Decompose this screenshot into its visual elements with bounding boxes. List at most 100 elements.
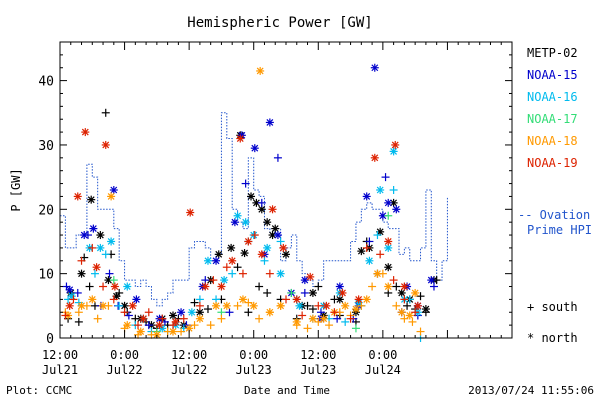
point-noaa-19-south [61, 311, 70, 320]
point-noaa-19-south [362, 243, 371, 252]
point-noaa-15-south [381, 173, 390, 182]
point-noaa-19-north [171, 317, 180, 326]
point-noaa-19-north [279, 243, 288, 252]
point-noaa-19-south [109, 295, 118, 304]
y-axis-label: P [GW] [9, 168, 23, 211]
point-noaa-18-north [256, 66, 265, 75]
point-noaa-15-north [230, 218, 239, 227]
point-metp-02-south [74, 317, 83, 326]
y-tick-label: 10 [38, 268, 54, 283]
point-noaa-19-north [306, 272, 315, 281]
point-noaa-16-north [203, 256, 212, 265]
point-noaa-19-south [69, 295, 78, 304]
point-noaa-18-south [392, 301, 401, 310]
point-noaa-15-south [105, 269, 114, 278]
point-metp-02-north [240, 249, 249, 258]
point-noaa-19-north [217, 282, 226, 291]
point-metp-02-north [308, 288, 317, 297]
point-noaa-19-north [292, 295, 301, 304]
x-tick-date-label: Jul22 [107, 363, 143, 377]
point-metp-02-north [257, 205, 266, 214]
point-noaa-16-south [115, 301, 124, 310]
point-metp-02-north [87, 195, 96, 204]
point-noaa-18-north [136, 327, 145, 336]
ovation-series [60, 112, 448, 307]
point-metp-02-south [255, 282, 264, 291]
point-noaa-16-north [295, 301, 304, 310]
point-noaa-18-north [384, 282, 393, 291]
legend-entry: NOAA-19 [527, 156, 578, 170]
point-noaa-18-north [411, 288, 420, 297]
point-noaa-19-south [265, 269, 274, 278]
point-noaa-19-north [384, 237, 393, 246]
point-noaa-19-south [222, 263, 231, 272]
x-axis: 12:00Jul210:00Jul2212:00Jul220:00Jul2312… [42, 42, 513, 377]
legend-north-marker: * north [527, 331, 578, 345]
point-noaa-15-north [370, 63, 379, 72]
point-noaa-18-north [249, 301, 258, 310]
point-noaa-16-north [389, 147, 398, 156]
point-noaa-18-north [212, 301, 221, 310]
point-noaa-15-north [384, 198, 393, 207]
point-noaa-19-south [77, 256, 86, 265]
point-noaa-18-north [292, 317, 301, 326]
point-noaa-16-north [220, 276, 229, 285]
point-metp-02-south [403, 301, 412, 310]
point-noaa-15-north [273, 231, 282, 240]
point-metp-02-south [263, 288, 272, 297]
point-metp-02-south [314, 282, 323, 291]
point-noaa-19-north [73, 192, 82, 201]
point-noaa-19-south [400, 295, 409, 304]
point-noaa-15-south [73, 288, 82, 297]
point-noaa-16-north [376, 186, 385, 194]
x-tick-time-label: 12:00 [171, 348, 207, 362]
point-noaa-19-north [128, 301, 137, 310]
point-noaa-18-north [405, 311, 414, 320]
point-noaa-19-north [370, 153, 379, 162]
footer-timestamp: 2013/07/24 11:55:06 [468, 384, 594, 397]
point-noaa-16-south [90, 269, 99, 278]
point-noaa-19-north [354, 295, 363, 304]
x-tick-date-label: Jul22 [171, 363, 207, 377]
point-noaa-18-north [169, 327, 177, 336]
point-noaa-15-south [300, 288, 309, 297]
point-noaa-16-south [389, 186, 398, 194]
point-noaa-15-south [273, 153, 282, 162]
point-noaa-18-south [74, 308, 83, 317]
y-axis: 0 10 20 30 40 [38, 41, 512, 347]
point-noaa-19-south [376, 250, 385, 259]
point-noaa-19-south [250, 231, 259, 240]
point-noaa-18-south [303, 324, 312, 333]
point-noaa-15-south [365, 237, 374, 246]
point-metp-02-north [247, 192, 256, 201]
x-tick-date-label: Jul24 [365, 363, 401, 377]
point-metp-02-north [271, 224, 280, 233]
point-noaa-18-south [177, 327, 186, 336]
point-noaa-19-north [244, 237, 253, 246]
point-noaa-19-north [110, 282, 119, 291]
x-tick-date-label: Jul23 [300, 363, 336, 377]
point-noaa-16-south [276, 237, 285, 246]
point-noaa-19-north [268, 205, 277, 214]
point-noaa-15-north [80, 231, 89, 240]
point-metp-02-north [268, 231, 277, 240]
point-noaa-18-north [222, 301, 231, 310]
point-noaa-18-north [308, 314, 317, 323]
point-noaa-15-north [427, 276, 436, 285]
point-noaa-19-south [282, 295, 290, 304]
legend-south-marker: + south [527, 300, 578, 314]
point-metp-02-south [392, 282, 401, 291]
point-noaa-18-south [206, 321, 215, 330]
point-noaa-15-north [177, 308, 186, 317]
plot-frame [59, 41, 513, 339]
point-noaa-18-north [123, 321, 132, 330]
point-noaa-19-north [391, 140, 400, 149]
point-noaa-19-north [65, 301, 74, 310]
legend-ovation-line2: Prime HPI [527, 223, 592, 237]
y-tick-label: 20 [38, 203, 54, 218]
point-noaa-18-north [238, 295, 247, 304]
point-metp-02-north [282, 250, 290, 259]
point-noaa-18-north [99, 301, 108, 310]
point-noaa-19-south [330, 308, 339, 317]
